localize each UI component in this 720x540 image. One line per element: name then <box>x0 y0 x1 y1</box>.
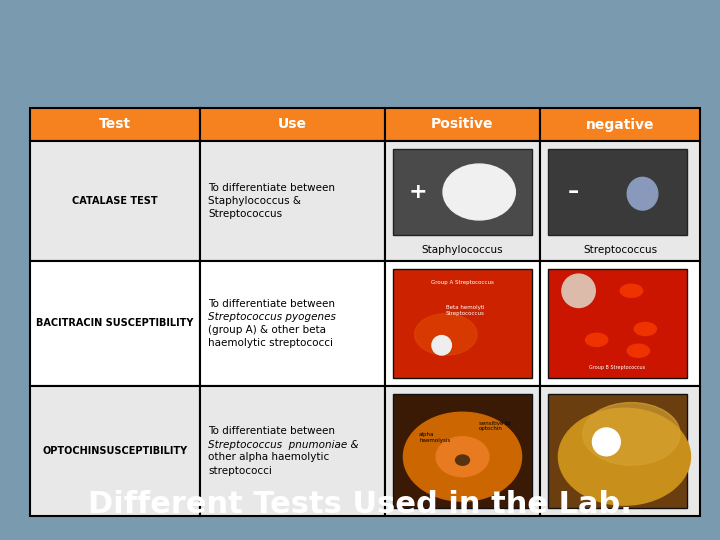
Text: sensitive to
optochin: sensitive to optochin <box>479 421 510 431</box>
Ellipse shape <box>559 408 690 505</box>
Text: alpha
haemolysis: alpha haemolysis <box>419 432 450 443</box>
Text: OPTOCHINSUSCEPTIBILITY: OPTOCHINSUSCEPTIBILITY <box>42 446 188 456</box>
Bar <box>393 269 532 378</box>
Text: Streptococcus: Streptococcus <box>208 209 282 219</box>
Text: other alpha haemolytic: other alpha haemolytic <box>208 453 329 462</box>
Bar <box>385 141 540 261</box>
Text: Positive: Positive <box>431 118 494 132</box>
Text: To differentiate between: To differentiate between <box>208 427 335 436</box>
Bar <box>385 386 540 516</box>
Text: Use: Use <box>278 118 307 132</box>
Text: Staphylococcus: Staphylococcus <box>422 245 503 255</box>
Bar <box>200 141 385 261</box>
Ellipse shape <box>403 412 521 501</box>
Text: Group B Streptococcus: Group B Streptococcus <box>590 364 646 369</box>
Bar <box>30 386 200 516</box>
Ellipse shape <box>436 437 489 477</box>
Text: Streptococcus pyogenes: Streptococcus pyogenes <box>208 312 336 322</box>
Bar <box>200 261 385 386</box>
Ellipse shape <box>572 289 594 303</box>
Ellipse shape <box>415 314 477 355</box>
Bar <box>540 261 700 386</box>
Bar <box>393 149 532 235</box>
Ellipse shape <box>634 322 657 335</box>
Text: negative: negative <box>586 118 654 132</box>
Text: (group A) & other beta: (group A) & other beta <box>208 325 326 335</box>
Text: Beta hemolyti
Streptococcus: Beta hemolyti Streptococcus <box>446 305 485 316</box>
Text: haemolytic streptococci: haemolytic streptococci <box>208 338 333 348</box>
Bar <box>200 108 385 141</box>
Bar <box>385 108 540 141</box>
Bar <box>548 394 687 508</box>
Ellipse shape <box>627 177 658 210</box>
Bar <box>548 149 687 235</box>
Bar <box>30 141 200 261</box>
Bar <box>393 394 532 508</box>
Text: BACITRACIN SUSCEPTIBILITY: BACITRACIN SUSCEPTIBILITY <box>36 319 194 328</box>
Circle shape <box>562 274 595 307</box>
Ellipse shape <box>582 402 680 465</box>
Bar <box>540 386 700 516</box>
Bar <box>200 386 385 516</box>
Text: Test: Test <box>99 118 131 132</box>
Text: –: – <box>567 182 579 202</box>
Text: To differentiate between: To differentiate between <box>208 299 335 309</box>
Text: Different Tests Used in the Lab.: Different Tests Used in the Lab. <box>88 490 632 519</box>
Ellipse shape <box>456 455 469 465</box>
Ellipse shape <box>443 164 516 220</box>
Text: CATALASE TEST: CATALASE TEST <box>72 196 158 206</box>
Bar <box>548 269 687 378</box>
Bar <box>385 261 540 386</box>
Circle shape <box>432 335 451 355</box>
Ellipse shape <box>585 333 608 346</box>
Text: Streptococcus: Streptococcus <box>583 245 657 255</box>
Bar <box>30 108 200 141</box>
Text: Group A Streptococcus: Group A Streptococcus <box>431 280 494 285</box>
Ellipse shape <box>627 344 649 357</box>
Bar <box>540 108 700 141</box>
Text: +: + <box>409 182 428 202</box>
Text: Staphylococcus &: Staphylococcus & <box>208 196 301 206</box>
Bar <box>30 261 200 386</box>
Circle shape <box>593 428 621 456</box>
Text: streptococci: streptococci <box>208 465 272 476</box>
Text: Streptococcus  pnumoniae &: Streptococcus pnumoniae & <box>208 440 359 449</box>
Text: To differentiate between: To differentiate between <box>208 183 335 193</box>
Ellipse shape <box>621 284 642 298</box>
Bar <box>540 141 700 261</box>
